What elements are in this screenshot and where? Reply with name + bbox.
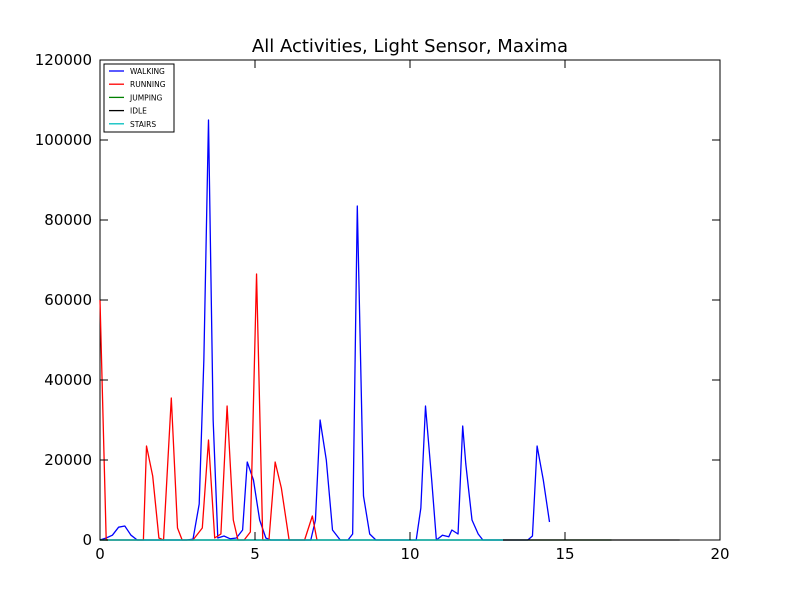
legend-label-stairs: STAIRS [130,120,156,129]
chart-title: All Activities, Light Sensor, Maxima [252,36,568,57]
legend-label-jumping: JUMPING [129,93,163,102]
legend: WALKING RUNNING JUMPING IDLE STAIRS [103,63,175,133]
x-tick-label: 5 [250,545,260,563]
y-tick-label: 100000 [35,131,92,149]
x-tick-label: 15 [555,545,574,563]
series-line-running [99,273,318,541]
y-tick-label: 40000 [44,371,92,389]
plot-area: 0 5 10 15 20 0 20000 40000 60000 80000 100000 12000… [35,51,730,563]
y-tick-label: 20000 [44,451,92,469]
y-tick-label: 60000 [44,291,92,309]
legend-label-walking: WALKING [130,67,165,76]
y-tick-label: 120000 [35,51,92,69]
y-tick-label: 80000 [44,211,92,229]
x-tick-label: 0 [95,545,105,563]
legend-label-idle: IDLE [130,107,147,116]
legend-label-running: RUNNING [130,80,166,89]
x-tick-label: 10 [400,545,419,563]
y-tick-label: 0 [82,531,92,549]
x-tick-label: 20 [710,545,729,563]
